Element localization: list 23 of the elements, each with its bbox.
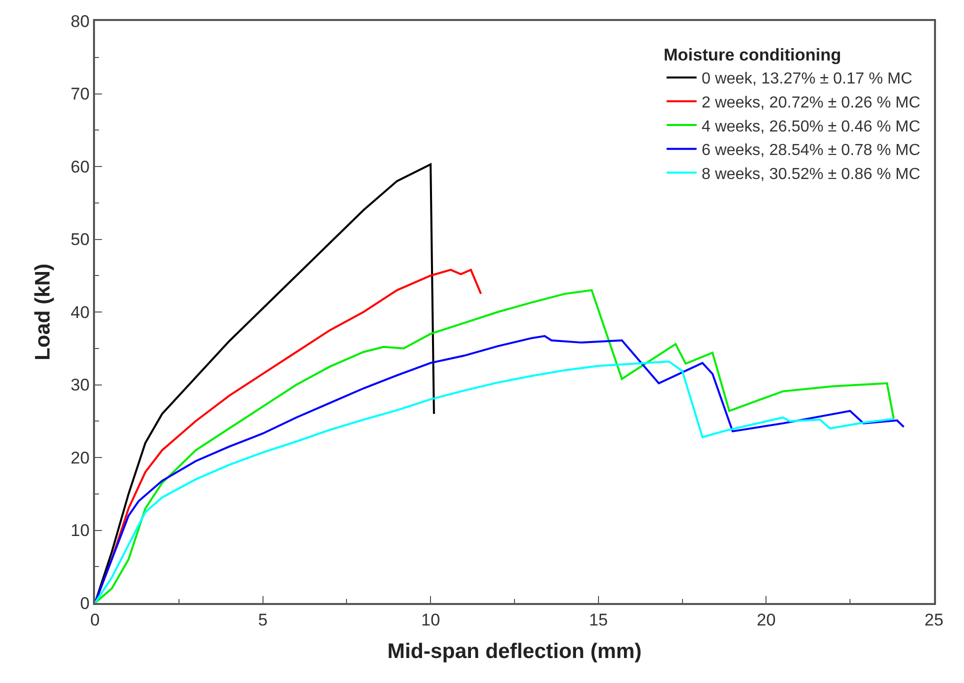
x-tick-label: 15 — [588, 610, 608, 630]
line-series — [95, 289, 895, 603]
legend-title: Moisture conditioning — [664, 46, 842, 65]
x-tick-label: 5 — [258, 610, 268, 630]
legend-label: 8 weeks, 30.52% ± 0.86 % MC — [702, 166, 920, 183]
y-tick-label: 80 — [70, 12, 90, 31]
legend-label: 2 weeks, 20.72% ± 0.26 % MC — [702, 94, 920, 112]
y-tick-label: 50 — [70, 230, 90, 250]
y-axis-title: Load (kN) — [31, 264, 54, 360]
y-tick-label: 70 — [70, 84, 90, 104]
x-tick-label: 20 — [756, 610, 776, 630]
x-axis-title: Mid-span deflection (mm) — [387, 640, 642, 664]
y-tick-label: 60 — [70, 157, 90, 176]
y-tick-label: 10 — [70, 521, 90, 540]
y-tick-label: 30 — [70, 376, 90, 395]
legend-label: 6 weeks, 28.54% ± 0.78 % MC — [702, 142, 920, 160]
legend-label: 4 weeks, 26.50% ± 0.46 % MC — [702, 118, 920, 136]
legend-label: 0 week, 13.27% ± 0.17 % MC — [702, 70, 912, 88]
y-tick-label: 0 — [80, 594, 90, 613]
x-tick-label: 25 — [924, 610, 944, 630]
y-tick-label: 40 — [70, 302, 90, 322]
x-tick-label: 10 — [421, 610, 440, 630]
y-tick-label: 20 — [70, 448, 90, 468]
